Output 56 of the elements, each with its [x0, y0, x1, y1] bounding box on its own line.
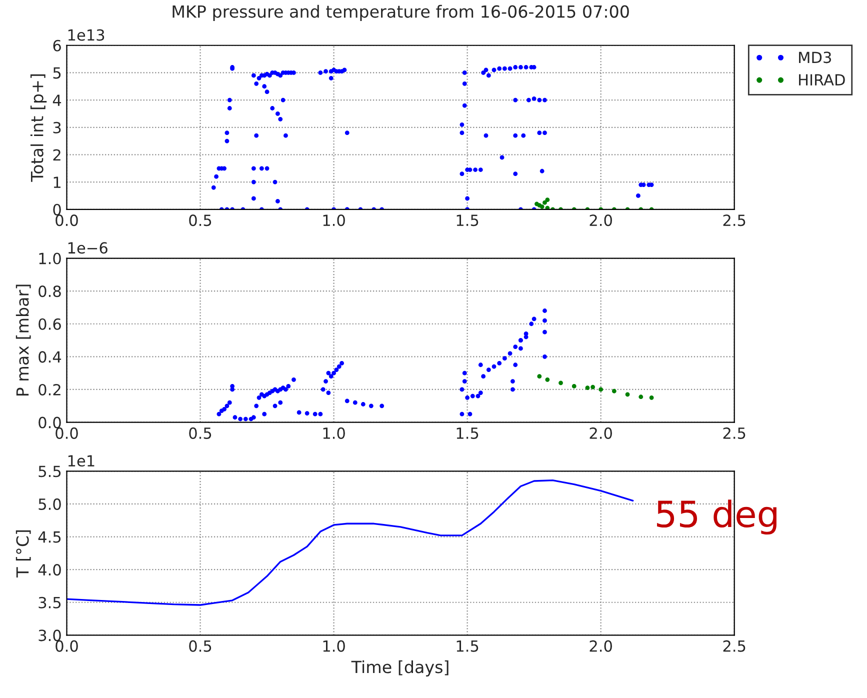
y-axis-title: T [°C]: [16, 530, 31, 578]
y-tick-label: 0.8: [38, 286, 61, 298]
y-tick-label: 3.5: [38, 596, 61, 608]
y-tick-label: 4: [52, 94, 62, 106]
y-tick-label: 2: [53, 149, 60, 161]
y-tick-label: 5.5: [38, 466, 61, 478]
y-tick-label: 4.5: [38, 531, 61, 543]
text: 1e1: [68, 455, 94, 467]
point: [558, 380, 563, 386]
x-tick-label: 2.0: [590, 640, 612, 652]
x-tick-label: 1.0: [323, 427, 345, 439]
chart-title: MKP pressure and temperature from 16-06-2015 07:00: [172, 4, 629, 22]
x-tick-label: 2.0: [590, 427, 612, 439]
point: [590, 384, 596, 390]
point: [625, 392, 630, 397]
y-tick-label: 5.0: [38, 498, 61, 510]
point: [545, 377, 550, 382]
y-tick-label: 0.4: [38, 351, 62, 363]
x-tick-label: 1.5: [456, 214, 478, 226]
y-tick-label: 1: [54, 176, 60, 188]
point: [537, 374, 542, 379]
point: [638, 394, 644, 400]
x-tick-label: 1.0: [323, 214, 345, 226]
x-tick-label: 0.5: [189, 640, 212, 652]
x-axis-title: Time [days]: [351, 660, 448, 677]
y-axis-title: P max [mbar]: [16, 284, 31, 396]
x-tick-label: 2.5: [723, 427, 746, 439]
legend-label: MD3: [799, 52, 831, 64]
y-tick-label: 5: [53, 67, 61, 79]
x-tick-label: 1.0: [323, 640, 345, 652]
y-tick-label: 6: [53, 40, 61, 52]
x-tick-label: 0.5: [189, 427, 212, 439]
y-axis-title: Total int [p+]: [30, 74, 47, 182]
x-tick-label: 1.5: [456, 428, 478, 439]
x-tick-label: 2.0: [590, 214, 612, 226]
point: [649, 395, 654, 400]
y-tick-label: 0.6: [38, 318, 61, 330]
x-tick-label: 2.5: [723, 214, 746, 226]
line-series: [66, 480, 634, 606]
y-tick-label: 0.0: [38, 416, 61, 428]
point: [585, 386, 590, 390]
text: 1e13: [68, 29, 104, 41]
y-tick-label: 4.0: [38, 564, 61, 576]
y-tick-label: 1.0: [39, 252, 61, 264]
legend-label: HIRAD: [799, 74, 845, 86]
x-tick-label: 0.5: [189, 214, 212, 226]
point: [598, 387, 604, 392]
y-tick-label: 0.2: [38, 384, 60, 396]
y-tick-label: 3.0: [38, 630, 61, 642]
x-tick-label: 1.5: [456, 640, 478, 652]
point: [572, 384, 576, 388]
y-tick-label: 3: [53, 122, 61, 134]
text: 1e−6: [68, 242, 108, 254]
y-tick-label: 0: [53, 204, 61, 216]
point: [612, 388, 616, 394]
x-tick-label: 2.5: [723, 640, 746, 652]
